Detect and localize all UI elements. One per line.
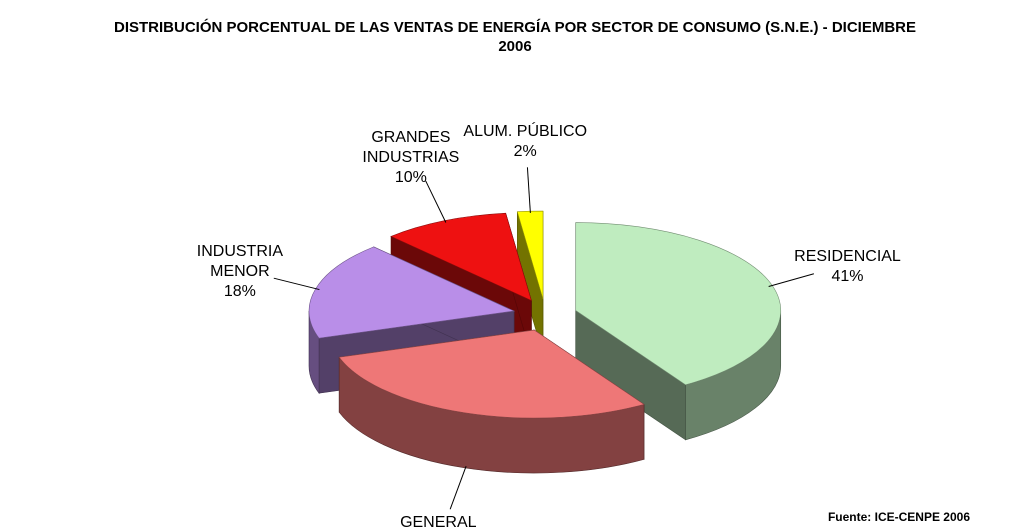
- category-label: INDUSTRIA MENOR: [196, 242, 283, 280]
- slice: [338, 329, 645, 474]
- value-label: 10%: [394, 169, 427, 187]
- category-label: GRANDES INDUSTRIAS: [362, 129, 460, 167]
- slice: [575, 222, 782, 441]
- source-note: Fuente: ICE-CENPE 2006: [827, 510, 970, 524]
- data-label: GENERAL29%: [400, 513, 476, 530]
- data-label: GRANDES INDUSTRIAS 10%: [346, 128, 476, 188]
- slice-top: [390, 212, 532, 302]
- slice: [516, 210, 544, 355]
- slice-top: [575, 222, 781, 386]
- value-label: 18%: [223, 282, 256, 300]
- data-label: ALUM. PÚBLICO 2%: [463, 122, 587, 162]
- leader-line: [425, 180, 447, 223]
- slice-top: [338, 329, 645, 419]
- leader-line: [273, 277, 320, 291]
- data-label: RESIDENCIAL 41%: [794, 247, 901, 287]
- leader-line: [449, 466, 467, 510]
- value-label: 2%: [513, 143, 537, 161]
- category-label: ALUM. PÚBLICO: [463, 123, 588, 141]
- leader-line: [526, 167, 531, 213]
- data-label: INDUSTRIA MENOR 18%: [175, 242, 305, 302]
- slice-top: [308, 246, 516, 339]
- chart-title: DISTRIBUCIÓN PORCENTUAL DE LAS VENTAS DE…: [113, 19, 916, 55]
- category-label: GENERAL: [400, 513, 477, 530]
- category-label: RESIDENCIAL: [794, 247, 901, 265]
- value-label: 41%: [831, 267, 864, 285]
- leader-line: [768, 273, 815, 287]
